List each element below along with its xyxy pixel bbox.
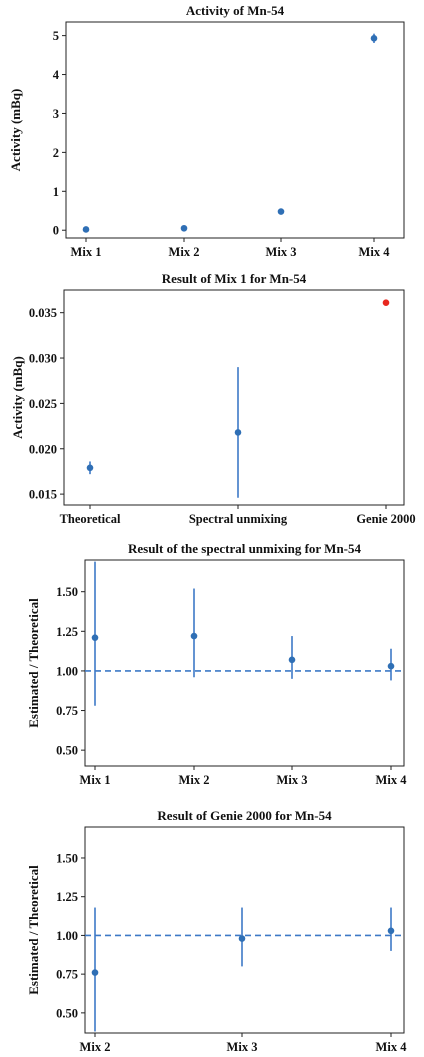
y-tick-label: 1.00 <box>56 664 78 678</box>
y-axis-label: Estimated / Theoretical <box>26 865 41 995</box>
x-tick-label: Mix 1 <box>71 245 102 259</box>
data-point <box>91 634 99 641</box>
y-tick-label: 0.50 <box>56 1006 78 1020</box>
x-tick-label: Genie 2000 <box>356 512 415 526</box>
x-tick-label: Mix 3 <box>277 773 308 787</box>
data-point <box>382 299 390 307</box>
chart-spectral-unmixing-ratio: Result of the spectral unmixing for Mn-5… <box>26 541 407 787</box>
x-tick-label: Mix 3 <box>266 245 297 259</box>
y-tick-label: 0.50 <box>56 744 78 758</box>
y-tick-label: 0 <box>53 224 59 238</box>
x-tick-label: Mix 4 <box>376 773 408 787</box>
data-point <box>82 226 90 233</box>
x-tick-label: Mix 2 <box>80 1040 111 1054</box>
y-tick-label: 1.50 <box>56 585 78 599</box>
data-point <box>370 35 378 42</box>
y-tick-label: 1 <box>53 185 59 199</box>
chart-activity-mn54: Activity of Mn-54 Activity (mBq) 0 1 2 3 4 5 Mix… <box>8 3 405 259</box>
y-tick-label: 1.25 <box>56 625 78 639</box>
y-tick-label: 1.00 <box>56 929 78 943</box>
y-tick-label: 2 <box>53 146 59 160</box>
data-point <box>277 208 285 215</box>
x-tick-label: Theoretical <box>60 512 121 526</box>
data-point <box>91 969 99 976</box>
x-tick-label: Spectral unmixing <box>189 512 288 526</box>
y-axis-label: Estimated / Theoretical <box>26 598 41 728</box>
plot-frame <box>63 289 405 506</box>
y-tick-label: 0.035 <box>29 306 57 320</box>
data-point <box>234 429 242 436</box>
y-tick-label: 0.020 <box>29 442 57 456</box>
chart-genie-ratio: Result of Genie 2000 for Mn-54 Estimated … <box>26 808 407 1054</box>
plot-frame <box>84 826 405 1034</box>
x-tick-label: Mix 1 <box>80 773 111 787</box>
y-tick-label: 3 <box>53 107 59 121</box>
plot-frame <box>84 559 405 767</box>
x-tick-label: Mix 4 <box>359 245 391 259</box>
data-point <box>387 662 395 670</box>
y-tick-label: 0.015 <box>29 488 57 502</box>
x-tick-label: Mix 2 <box>169 245 200 259</box>
y-tick-label: 4 <box>53 68 60 82</box>
data-point <box>288 656 296 664</box>
y-tick-label: 0.030 <box>29 352 57 366</box>
y-tick-label: 1.50 <box>56 851 78 865</box>
plot-frame <box>65 21 405 239</box>
x-tick-label: Mix 2 <box>179 773 210 787</box>
data-point <box>387 927 395 935</box>
y-tick-label: 0.75 <box>56 704 78 718</box>
data-point <box>238 935 246 942</box>
y-tick-label: 1.25 <box>56 890 78 904</box>
data-point <box>86 464 94 472</box>
x-tick-label: Mix 4 <box>376 1040 408 1054</box>
chart-title: Result of Genie 2000 for Mn-54 <box>157 808 332 823</box>
chart-title: Result of Mix 1 for Mn-54 <box>162 271 307 286</box>
x-tick-label: Mix 3 <box>227 1040 258 1054</box>
y-tick-label: 0.025 <box>29 397 57 411</box>
data-point <box>190 632 198 640</box>
chart-title: Result of the spectral unmixing for Mn-5… <box>128 541 362 556</box>
y-axis-label: Activity (mBq) <box>10 356 25 439</box>
y-axis-label: Activity (mBq) <box>8 89 23 172</box>
chart-mix1-result: Result of Mix 1 for Mn-54 Activity (mBq) 0… <box>10 271 416 526</box>
chart-title: Activity of Mn-54 <box>186 3 285 18</box>
y-tick-label: 5 <box>53 29 59 43</box>
data-point <box>180 224 188 232</box>
y-tick-label: 0.75 <box>56 968 78 982</box>
